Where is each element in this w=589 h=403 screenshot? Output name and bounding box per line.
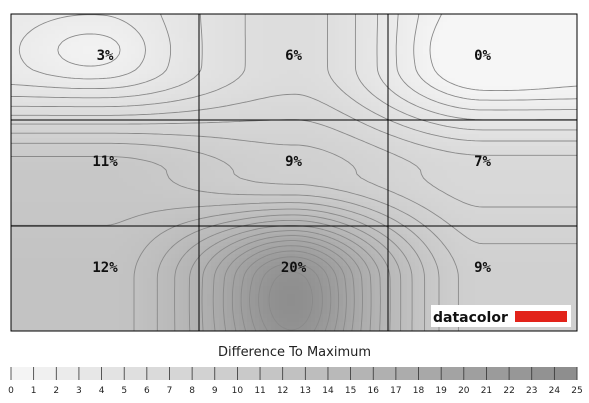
- datacolor-wordmark: datacolor: [433, 310, 508, 326]
- legend-swatch: [327, 367, 352, 380]
- legend-swatch: [418, 367, 442, 380]
- cell-value-label: 9%: [474, 260, 491, 276]
- legend-tick-label: 10: [232, 386, 244, 396]
- legend-swatch: [101, 367, 125, 380]
- legend-tick-label: 12: [277, 386, 288, 396]
- legend-tick-label: 24: [549, 386, 561, 396]
- legend-swatch: [124, 367, 148, 380]
- legend-swatch: [192, 367, 216, 380]
- legend-tick-label: 23: [526, 386, 537, 396]
- legend-tick-label: 8: [189, 386, 195, 396]
- legend-swatch: [441, 367, 465, 380]
- legend-swatch: [214, 367, 238, 380]
- legend-tick-label: 21: [481, 386, 492, 396]
- legend-tick-label: 2: [53, 386, 59, 396]
- color-scale-legend: 0 1 2 3 4 5 6 7 8 9 10 11 12 13 14 15 16 17 18 19 20 21 22 23 24…: [8, 367, 583, 396]
- legend-tick-labels: 0 1 2 3 4 5 6 7 8 9 10 11 12 13 14 15 16 17 18 19 20 21 22 23 24…: [8, 367, 583, 396]
- legend-swatch: [169, 367, 193, 380]
- legend-tick-label: 16: [368, 386, 380, 396]
- legend-swatch: [237, 367, 261, 380]
- legend-tick-label: 1: [31, 386, 37, 396]
- cell-value-label: 6%: [285, 48, 302, 64]
- legend-swatch: [33, 367, 57, 380]
- legend-tick-label: 11: [254, 386, 265, 396]
- cell-labels: 3% 6% 0% 11% 9% 7% 12% 20% 9%: [92, 48, 491, 276]
- cell-value-label: 20%: [281, 260, 307, 276]
- legend-tick-label: 6: [144, 386, 150, 396]
- legend-swatch: [56, 367, 80, 380]
- legend-tick-label: 0: [8, 386, 14, 396]
- contour-lines: [11, 14, 577, 331]
- legend-swatch: [146, 367, 170, 380]
- cell-value-label: 3%: [97, 48, 114, 64]
- legend-swatch: [554, 367, 578, 380]
- legend-tick-label: 13: [300, 386, 311, 396]
- plot-border: [10, 13, 578, 332]
- legend-tick-label: 15: [345, 386, 356, 396]
- legend-tick-label: 18: [413, 386, 425, 396]
- legend-swatches: [11, 367, 578, 380]
- cell-value-label: 11%: [92, 154, 118, 170]
- legend-tick-label: 9: [212, 386, 218, 396]
- legend-swatch: [509, 367, 533, 380]
- legend-swatch: [350, 367, 374, 380]
- cell-grid: [10, 13, 578, 332]
- legend-swatch: [78, 367, 103, 380]
- datacolor-logo: datacolor: [431, 305, 571, 327]
- legend-title: Difference To Maximum: [217, 345, 372, 360]
- uniformity-heatmap: 3% 6% 0% 11% 9% 7% 12% 20% 9% datacolor: [10, 13, 578, 332]
- legend-swatch: [305, 367, 329, 380]
- legend-tick-label: 4: [99, 386, 105, 396]
- legend-swatch: [531, 367, 555, 380]
- legend-swatch: [260, 367, 284, 380]
- legend-tick-label: 17: [390, 386, 401, 396]
- legend-swatch: [11, 367, 35, 380]
- legend-swatch: [395, 367, 420, 380]
- legend-tick-label: 20: [458, 386, 470, 396]
- legend-tick-label: 5: [121, 386, 127, 396]
- legend-tick-label: 19: [435, 386, 447, 396]
- legend-swatch: [486, 367, 510, 380]
- legend-tick-label: 25: [571, 386, 582, 396]
- legend-tick-label: 7: [167, 386, 173, 396]
- legend-swatch: [373, 367, 397, 380]
- legend-tick-label: 22: [503, 386, 514, 396]
- cell-value-label: 12%: [92, 260, 118, 276]
- legend-tick-label: 14: [322, 386, 334, 396]
- datacolor-red-bar: [515, 311, 567, 322]
- legend-swatch: [463, 367, 487, 380]
- legend-swatch: [282, 367, 306, 380]
- cell-value-label: 7%: [474, 154, 491, 170]
- cell-value-label: 0%: [474, 48, 491, 64]
- cell-value-label: 9%: [285, 154, 302, 170]
- legend-tick-label: 3: [76, 386, 82, 396]
